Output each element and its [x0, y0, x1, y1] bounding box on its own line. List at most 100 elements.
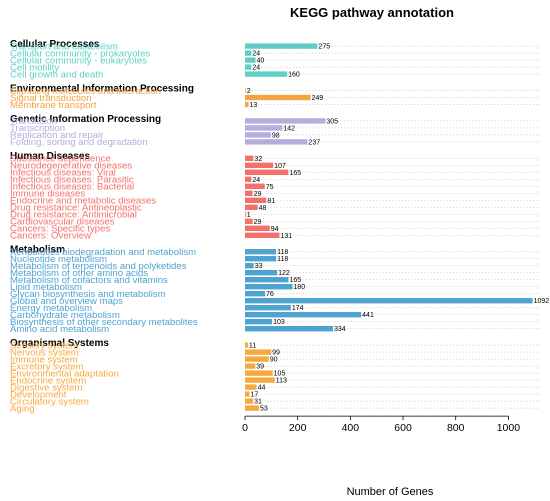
bar	[245, 132, 271, 138]
bar	[245, 249, 277, 255]
value-label: 118	[277, 256, 288, 263]
value-label: 305	[326, 118, 338, 125]
value-label: 94	[271, 226, 279, 233]
category-label: Immune system	[10, 354, 78, 365]
value-label: 98	[272, 132, 280, 139]
bar	[245, 405, 259, 411]
bar	[245, 363, 256, 369]
value-label: 131	[281, 233, 293, 240]
category-label: Carbohydrate metabolism	[10, 310, 120, 321]
bar	[245, 101, 249, 108]
category-label: Metabolism of terpenoids and polyketides	[10, 261, 187, 272]
value-label: 44	[258, 385, 266, 392]
category-label: Xenobiotics biodegradation and metabolis…	[10, 247, 196, 258]
x-tick-label: 200	[289, 422, 307, 434]
value-label: 165	[289, 277, 301, 284]
category-label: Lipid metabolism	[10, 282, 82, 293]
value-label: 33	[255, 263, 263, 270]
value-label: 103	[273, 319, 285, 326]
value-label: 40	[257, 58, 265, 65]
value-label: 122	[278, 270, 290, 277]
group-header: Environmental Information Processing	[10, 83, 194, 94]
value-label: 75	[266, 184, 274, 191]
bar	[245, 139, 308, 145]
category-label: Translation	[10, 116, 57, 127]
value-label: 2	[247, 88, 251, 95]
bar	[245, 169, 289, 175]
bar	[245, 211, 246, 217]
value-label: 160	[288, 72, 300, 79]
value-label: 90	[270, 357, 278, 364]
bar	[245, 225, 270, 231]
bar	[245, 155, 254, 161]
category-label: Cell motility	[10, 62, 59, 73]
bar	[245, 94, 311, 101]
category-label: Biosynthesis of other secondary metaboli…	[10, 317, 198, 328]
category-label: Membrane transport	[10, 100, 97, 111]
value-label: 165	[289, 170, 301, 177]
value-label: 39	[256, 364, 264, 371]
value-label: 237	[308, 139, 320, 146]
chart-title: KEGG pathway annotation	[290, 5, 454, 20]
bar	[245, 87, 246, 94]
value-label: 24	[252, 177, 260, 184]
bar	[245, 391, 250, 397]
bar	[245, 118, 326, 124]
category-label: Cancers: Overview	[10, 231, 91, 242]
category-label: Signal transduction	[10, 93, 92, 104]
category-label: Endocrine and metabolic diseases	[10, 196, 156, 207]
category-label: Excretory system	[10, 361, 84, 372]
category-label: Immune diseases	[10, 189, 85, 200]
value-label: 11	[249, 343, 256, 350]
bar	[245, 176, 252, 182]
value-label: 180	[293, 284, 305, 291]
value-label: 113	[276, 378, 287, 385]
value-label: 118	[277, 249, 288, 256]
category-label: Cell growth and death	[10, 69, 103, 80]
group-header: Genetic Information Processing	[10, 114, 161, 125]
bar	[245, 197, 267, 203]
category-label: Development	[10, 389, 67, 400]
category-label: Sensory system	[10, 340, 78, 351]
bar	[245, 291, 266, 297]
value-label: 24	[252, 51, 260, 58]
bar	[245, 326, 333, 332]
bar	[245, 277, 289, 283]
x-tick-label: 0	[242, 422, 248, 434]
category-label: Cancers: Specific types	[10, 224, 110, 235]
bar	[245, 162, 274, 168]
value-label: 142	[283, 125, 295, 132]
category-label: Nucleotide metabolism	[10, 254, 107, 265]
bar	[245, 270, 278, 276]
bar	[245, 263, 254, 269]
category-label: Folding, sorting and degradation	[10, 137, 148, 148]
x-tick-label: 600	[394, 422, 412, 434]
bar	[245, 384, 257, 390]
bar	[245, 305, 291, 311]
value-label: 48	[259, 205, 267, 212]
group-header: Human Diseases	[10, 151, 90, 162]
category-label: Metabolism of other amino acids	[10, 268, 148, 279]
group-header: Organismal Systems	[10, 338, 109, 349]
value-label: 32	[254, 156, 262, 163]
category-label: Signaling molecules and interaction	[10, 86, 161, 97]
category-label: Nervous system	[10, 347, 79, 358]
value-label: 53	[260, 406, 268, 413]
bar	[245, 284, 293, 290]
category-label: Endocrine system	[10, 375, 86, 386]
value-label: 105	[274, 371, 286, 378]
value-label: 441	[362, 312, 374, 319]
value-label: 249	[312, 95, 324, 102]
value-label: 99	[272, 350, 280, 357]
bar	[245, 398, 254, 404]
x-tick-label: 1000	[497, 422, 521, 434]
category-label: Energy metabolism	[10, 303, 92, 314]
category-label: Cardiovascular diseases	[10, 217, 115, 228]
category-label: Amino acid metabolism	[10, 324, 109, 335]
bar	[245, 298, 533, 304]
category-label: Cellular community - eukaryotes	[10, 55, 147, 66]
x-tick-label: 800	[447, 422, 465, 434]
category-label: Cellular community - prokaryotes	[10, 48, 150, 59]
value-label: 13	[249, 102, 257, 109]
